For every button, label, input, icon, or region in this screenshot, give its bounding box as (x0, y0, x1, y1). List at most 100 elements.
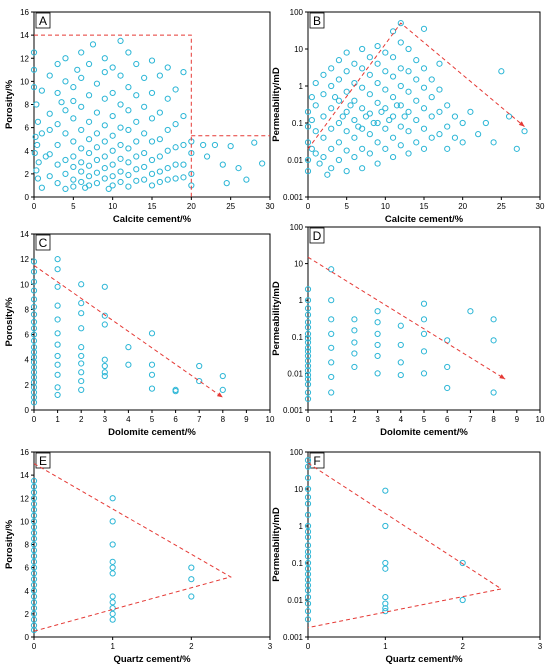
data-point (304, 457, 312, 464)
x-tick-label: 9 (244, 415, 249, 424)
data-point (444, 384, 451, 392)
data-point (109, 610, 116, 617)
panel-letter: A (39, 14, 47, 28)
data-point (148, 57, 156, 64)
x-tick-label: 0 (306, 202, 311, 211)
data-point (62, 170, 69, 177)
data-point (101, 69, 108, 76)
data-point (467, 108, 474, 115)
data-point (389, 134, 397, 141)
x-tick-label: 6 (173, 415, 178, 424)
data-point (366, 131, 373, 138)
data-point (304, 500, 312, 507)
data-point (331, 94, 339, 101)
data-point (211, 141, 219, 149)
data-point (386, 116, 393, 124)
data-point (54, 141, 61, 149)
data-point (304, 371, 312, 379)
data-point (133, 153, 140, 160)
data-point (101, 312, 108, 319)
y-tick-label: 4 (25, 147, 30, 156)
data-point (30, 500, 38, 508)
data-point (38, 130, 45, 137)
data-point (172, 175, 179, 182)
data-point (328, 359, 335, 366)
data-point (490, 316, 497, 323)
data-point (31, 149, 38, 157)
data-point (328, 125, 335, 132)
data-point (382, 600, 389, 607)
y-tick-label: 1 (299, 522, 304, 531)
data-point (328, 65, 335, 72)
y-tick-label: 0.001 (283, 193, 304, 202)
data-point (30, 477, 38, 485)
data-point (54, 371, 61, 378)
y-tick-label: 1 (299, 296, 304, 305)
data-point (304, 335, 312, 342)
data-point (30, 49, 38, 56)
data-point (148, 89, 156, 97)
data-point (125, 171, 132, 179)
data-point (428, 94, 435, 101)
data-point (109, 599, 116, 606)
data-point (141, 74, 148, 82)
data-point (359, 65, 366, 72)
data-point (382, 565, 389, 572)
data-point (85, 60, 93, 68)
x-tick-label: 15 (148, 202, 157, 211)
x-axis-title: Dolomite cement/% (380, 427, 468, 438)
y-tick-label: 6 (25, 124, 30, 133)
data-point (459, 596, 466, 604)
data-point (125, 344, 132, 351)
y-tick-label: 6 (25, 564, 30, 573)
data-point (374, 160, 381, 167)
data-point (335, 156, 343, 164)
data-point (78, 74, 85, 82)
data-point (85, 92, 93, 99)
x-tick-label: 8 (491, 415, 496, 424)
data-point (30, 287, 38, 294)
data-point (374, 370, 381, 377)
x-tick-label: 30 (536, 202, 545, 211)
data-point (304, 286, 312, 293)
data-point (93, 169, 101, 176)
data-point (343, 68, 350, 75)
data-point (490, 389, 497, 396)
y-tick-label: 1 (299, 82, 304, 91)
data-point (125, 49, 132, 56)
data-point (148, 156, 156, 164)
data-point (382, 487, 389, 494)
data-point (405, 68, 412, 75)
data-point (420, 316, 428, 323)
y-tick-label: 6 (25, 331, 30, 340)
data-point (117, 168, 124, 175)
data-point (312, 128, 319, 135)
data-point (62, 78, 69, 85)
data-point (420, 300, 428, 307)
data-point (101, 372, 108, 380)
data-point (251, 139, 258, 146)
data-point (54, 330, 61, 337)
data-point (156, 168, 163, 175)
trend-guide-line (33, 264, 224, 398)
y-tick-label: 10 (294, 260, 303, 269)
y-tick-label: 10 (20, 77, 29, 86)
data-point (405, 128, 412, 135)
data-point (30, 318, 38, 326)
data-point (32, 133, 39, 140)
data-point (164, 64, 171, 71)
y-tick-label: 16 (20, 448, 29, 457)
data-point (133, 177, 140, 184)
data-point (324, 171, 331, 178)
data-point (436, 108, 443, 115)
data-point (109, 64, 116, 71)
data-point (203, 153, 211, 160)
y-tick-label: 12 (20, 54, 29, 63)
data-point (382, 125, 389, 132)
panel-f: 0 1 2 3 0.001 0.01 0.1 1 10 100 Quartz cement/% Per… (271, 448, 543, 665)
data-point (58, 99, 65, 106)
data-point (304, 463, 312, 470)
data-point (78, 145, 85, 152)
x-axis-title: Quartz cement/% (113, 654, 191, 665)
